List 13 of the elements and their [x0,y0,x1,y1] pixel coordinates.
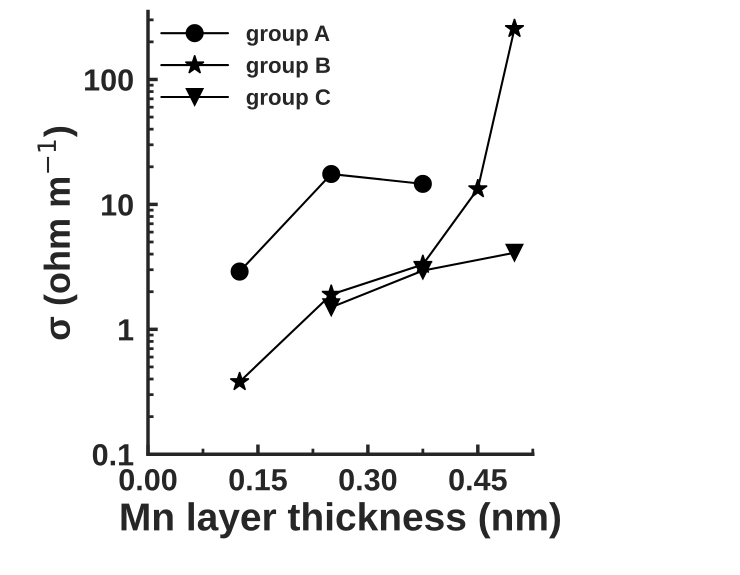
x-tick-label: 0.15 [229,468,287,491]
y-tick-label: 100 [85,69,133,91]
x-axis-title: Mn layer thickness (nm) [122,502,560,538]
y-tick-label: 1 [119,319,134,340]
legend-label: group C [246,89,330,110]
y-tick-label: 0.1 [92,444,134,466]
y-tick-label: 10 [102,194,133,216]
text: 0.00 [119,468,176,491]
text: 0.30 [339,468,396,491]
legend-label: group A [246,26,330,46]
x-tick-label: 0.45 [449,468,507,491]
legend-label: group B [246,58,330,78]
y-axis-title: σ (ohm m$^{−1}$) [37,126,78,340]
